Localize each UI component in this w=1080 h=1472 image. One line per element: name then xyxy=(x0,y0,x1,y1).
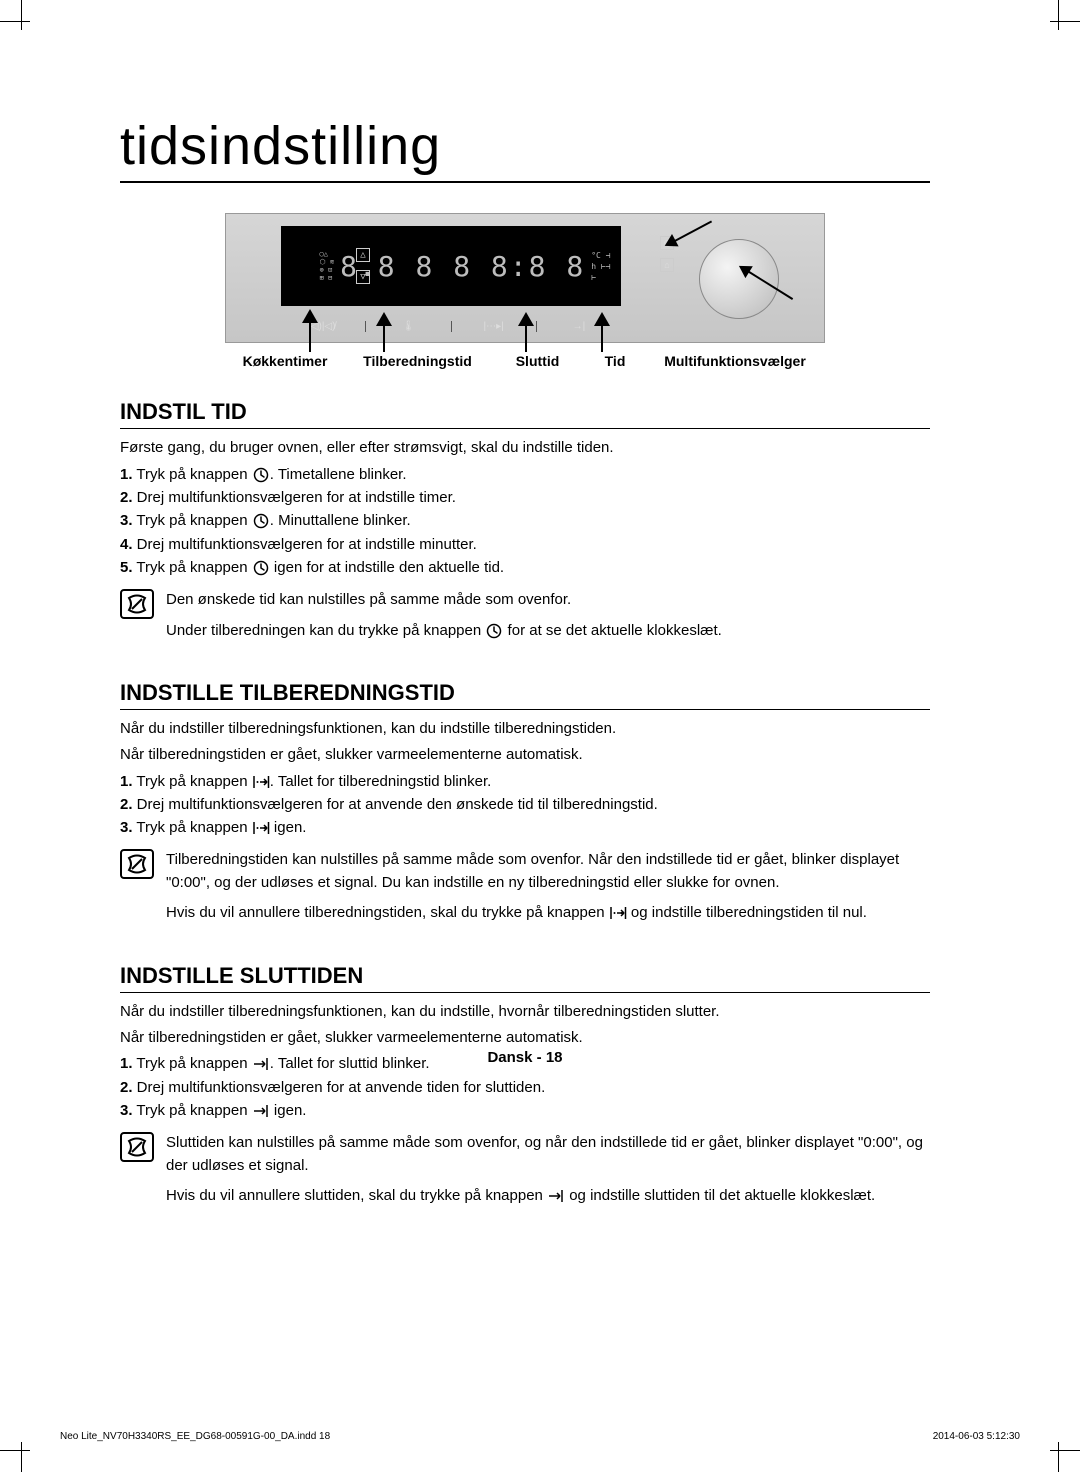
section: INDSTILLE TILBEREDNINGSTID Når du indstil… xyxy=(120,680,930,933)
section: INDSTILLE SLUTTIDEN Når du indstiller til… xyxy=(120,963,930,1216)
note-text: Den ønskede tid kan nulstilles på samme … xyxy=(166,589,722,650)
label-endtime: Sluttid xyxy=(490,353,585,369)
note-text: Sluttiden kan nulstilles på samme måde s… xyxy=(166,1132,930,1216)
section-intro: Når tilberedningstiden er gået, slukker … xyxy=(120,744,930,766)
page-title: tidsindstilling xyxy=(120,115,930,183)
control-panel-figure: △ ▽ ◯△⬡ ≋⊚ ⊡⊞ ⊟ 8.8 8 8 8:8 8 °C ⊣h ⊢⊣⊢ … xyxy=(225,213,825,369)
print-footer-file: Neo Lite_NV70H3340RS_EE_DG68-00591G-00_D… xyxy=(60,1431,330,1442)
endtime-icon xyxy=(252,1103,270,1119)
page-footer: Dansk - 18 xyxy=(120,1049,930,1066)
step-item: 1. Tryk på knappen . Tallet for tilbered… xyxy=(120,770,930,793)
step-item: 3. Tryk på knappen igen. xyxy=(120,1099,930,1122)
cooktime-icon xyxy=(252,820,270,836)
step-item: 2. Drej multifunktionsvælgeren for at an… xyxy=(120,1076,930,1099)
endtime-icon xyxy=(547,1188,565,1204)
step-item: 2. Drej multifunktionsvælgeren for at an… xyxy=(120,793,930,816)
display-mode-icons: ◯△⬡ ≋⊚ ⊡⊞ ⊟ xyxy=(320,251,335,282)
label-multiselector: Multifunktionsvælger xyxy=(645,353,825,369)
note-icon xyxy=(120,1132,154,1162)
step-item: 4. Drej multifunktionsvælgeren for at in… xyxy=(120,533,930,556)
note-block: Tilberedningstiden kan nulstilles på sam… xyxy=(120,849,930,933)
steps-list: 1. Tryk på knappen . Timetallene blinker… xyxy=(120,463,930,579)
print-footer-time: 5:12:30 xyxy=(987,1431,1020,1442)
arrow-endtime xyxy=(518,312,534,326)
arrow-kitchen-timer xyxy=(302,309,318,323)
label-cooktime: Tilberedningstid xyxy=(345,353,490,369)
footer-page: 18 xyxy=(546,1049,563,1066)
oven-control-panel: △ ▽ ◯△⬡ ≋⊚ ⊡⊞ ⊟ 8.8 8 8 8:8 8 °C ⊣h ⊢⊣⊢ … xyxy=(225,213,825,343)
temp-down-indicator: ▽ xyxy=(356,270,370,284)
display-bottom-buttons: ◁)|◁)̸ 🌡 |⋯▸| →| xyxy=(281,321,621,332)
section-heading: INDSTILLE TILBEREDNINGSTID xyxy=(120,680,930,710)
clock-icon xyxy=(485,623,503,639)
section: INDSTIL TID Første gang, du bruger ovnen,… xyxy=(120,399,930,650)
print-footer-date: 2014-06-03 xyxy=(933,1431,984,1442)
clock-icon xyxy=(252,560,270,576)
section-intro: Når du indstiller tilberedningsfunktione… xyxy=(120,1001,930,1023)
step-item: 3. Tryk på knappen . Minuttallene blinke… xyxy=(120,509,930,532)
clock-icon xyxy=(252,513,270,529)
figure-labels: Køkkentimer Tilberedningstid Sluttid Tid… xyxy=(225,353,825,369)
arrow-time-step xyxy=(594,312,610,326)
section-intro: Første gang, du bruger ovnen, eller efte… xyxy=(120,437,930,459)
knob-dial xyxy=(699,239,779,319)
print-footer: Neo Lite_NV70H3340RS_EE_DG68-00591G-00_D… xyxy=(60,1431,1020,1442)
section-heading: INDSTILLE SLUTTIDEN xyxy=(120,963,930,993)
arrow-cooktime xyxy=(376,312,392,326)
step-item: 5. Tryk på knappen igen for at indstille… xyxy=(120,556,930,579)
section-heading: INDSTIL TID xyxy=(120,399,930,429)
section-intro: Når tilberedningstiden er gået, slukker … xyxy=(120,1027,930,1049)
label-time: Tid xyxy=(585,353,645,369)
note-icon xyxy=(120,589,154,619)
lock-button: ⌂ xyxy=(660,258,674,272)
step-item: 3. Tryk på knappen igen. xyxy=(120,816,930,839)
page-content: tidsindstilling △ ▽ ◯△⬡ ≋⊚ ⊡⊞ ⊟ 8.8 8 8 … xyxy=(120,115,930,1216)
label-kitchen-timer: Køkkentimer xyxy=(225,353,345,369)
footer-lang: Dansk xyxy=(487,1049,532,1066)
display-right-icons: °C ⊣h ⊢⊣⊢ xyxy=(591,251,610,282)
footer-sep: - xyxy=(533,1049,546,1066)
note-icon xyxy=(120,849,154,879)
oven-display: △ ▽ ◯△⬡ ≋⊚ ⊡⊞ ⊟ 8.8 8 8 8:8 8 °C ⊣h ⊢⊣⊢ xyxy=(281,226,621,306)
step-item: 1. Tryk på knappen . Timetallene blinker… xyxy=(120,463,930,486)
display-digits: 8.8 8 8 8:8 8 xyxy=(340,250,585,283)
clock-icon xyxy=(252,467,270,483)
steps-list: 1. Tryk på knappen . Tallet for tilbered… xyxy=(120,770,930,840)
multifunction-selector xyxy=(694,234,784,324)
temp-up-indicator: △ xyxy=(356,248,370,262)
cooktime-icon xyxy=(252,774,270,790)
note-block: Den ønskede tid kan nulstilles på samme … xyxy=(120,589,930,650)
step-item: 2. Drej multifunktionsvælgeren for at in… xyxy=(120,486,930,509)
note-block: Sluttiden kan nulstilles på samme måde s… xyxy=(120,1132,930,1216)
cooktime-icon xyxy=(609,905,627,921)
note-text: Tilberedningstiden kan nulstilles på sam… xyxy=(166,849,930,933)
section-intro: Når du indstiller tilberedningsfunktione… xyxy=(120,718,930,740)
